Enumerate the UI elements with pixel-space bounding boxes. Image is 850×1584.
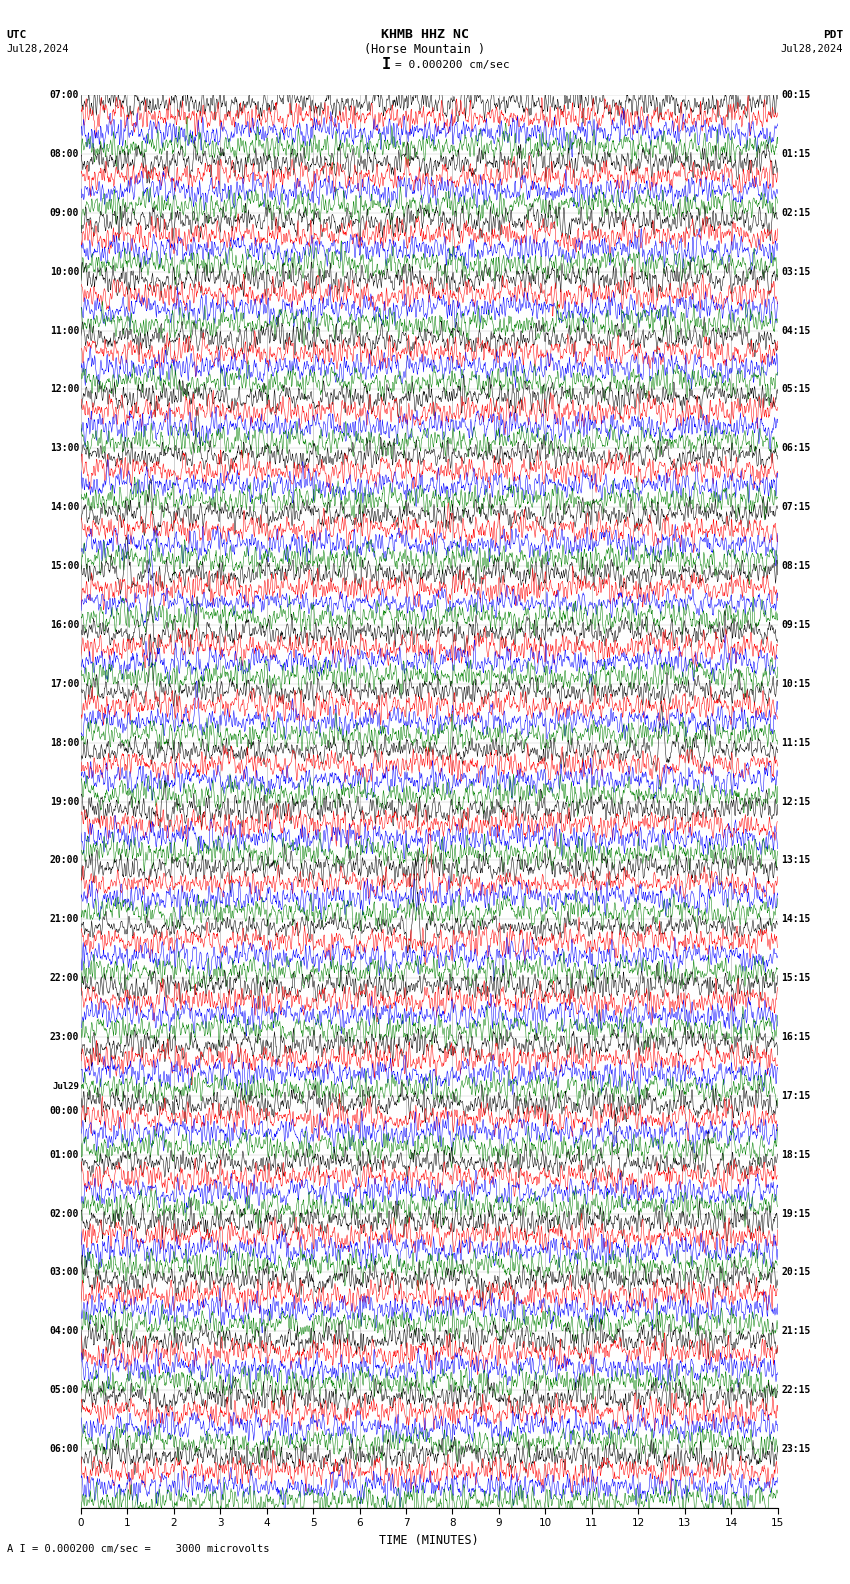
Text: 11:15: 11:15 <box>781 738 811 748</box>
Text: 14:00: 14:00 <box>49 502 79 512</box>
Text: 16:15: 16:15 <box>781 1033 811 1042</box>
Text: 21:00: 21:00 <box>49 914 79 923</box>
Text: = 0.000200 cm/sec: = 0.000200 cm/sec <box>395 60 510 70</box>
Text: 23:15: 23:15 <box>781 1445 811 1454</box>
Text: 19:00: 19:00 <box>49 797 79 806</box>
Text: 20:15: 20:15 <box>781 1267 811 1277</box>
Text: 06:15: 06:15 <box>781 444 811 453</box>
Text: 05:15: 05:15 <box>781 385 811 394</box>
Text: I: I <box>382 57 391 73</box>
Text: UTC: UTC <box>7 30 27 40</box>
Text: 18:00: 18:00 <box>49 738 79 748</box>
Text: 12:00: 12:00 <box>49 385 79 394</box>
Text: 19:15: 19:15 <box>781 1209 811 1218</box>
Text: Jul28,2024: Jul28,2024 <box>7 44 70 54</box>
Text: 01:15: 01:15 <box>781 149 811 158</box>
Text: 00:00: 00:00 <box>49 1106 79 1115</box>
Text: 18:15: 18:15 <box>781 1150 811 1159</box>
Text: 03:15: 03:15 <box>781 266 811 277</box>
Text: 14:15: 14:15 <box>781 914 811 923</box>
Text: 10:00: 10:00 <box>49 266 79 277</box>
Text: KHMB HHZ NC: KHMB HHZ NC <box>381 29 469 41</box>
Text: 15:00: 15:00 <box>49 561 79 570</box>
Text: 00:15: 00:15 <box>781 90 811 100</box>
Text: 06:00: 06:00 <box>49 1445 79 1454</box>
Text: 08:00: 08:00 <box>49 149 79 158</box>
Text: 01:00: 01:00 <box>49 1150 79 1159</box>
Text: 15:15: 15:15 <box>781 973 811 984</box>
Text: 17:00: 17:00 <box>49 680 79 689</box>
Text: 10:15: 10:15 <box>781 680 811 689</box>
Text: 20:00: 20:00 <box>49 855 79 865</box>
Text: 05:00: 05:00 <box>49 1386 79 1396</box>
Text: 21:15: 21:15 <box>781 1326 811 1337</box>
Text: (Horse Mountain ): (Horse Mountain ) <box>365 43 485 55</box>
Text: 22:15: 22:15 <box>781 1386 811 1396</box>
Text: PDT: PDT <box>823 30 843 40</box>
Text: Jul29: Jul29 <box>52 1082 79 1091</box>
Text: 04:15: 04:15 <box>781 326 811 336</box>
Text: 11:00: 11:00 <box>49 326 79 336</box>
X-axis label: TIME (MINUTES): TIME (MINUTES) <box>379 1533 479 1548</box>
Text: 04:00: 04:00 <box>49 1326 79 1337</box>
Text: 02:00: 02:00 <box>49 1209 79 1218</box>
Text: 08:15: 08:15 <box>781 561 811 570</box>
Text: 12:15: 12:15 <box>781 797 811 806</box>
Text: A I = 0.000200 cm/sec =    3000 microvolts: A I = 0.000200 cm/sec = 3000 microvolts <box>7 1544 269 1554</box>
Text: 09:15: 09:15 <box>781 619 811 630</box>
Text: 13:15: 13:15 <box>781 855 811 865</box>
Text: 02:15: 02:15 <box>781 208 811 217</box>
Text: 03:00: 03:00 <box>49 1267 79 1277</box>
Text: 13:00: 13:00 <box>49 444 79 453</box>
Text: 22:00: 22:00 <box>49 973 79 984</box>
Text: 16:00: 16:00 <box>49 619 79 630</box>
Text: 09:00: 09:00 <box>49 208 79 217</box>
Text: 07:15: 07:15 <box>781 502 811 512</box>
Text: 23:00: 23:00 <box>49 1033 79 1042</box>
Text: 17:15: 17:15 <box>781 1091 811 1101</box>
Text: Jul28,2024: Jul28,2024 <box>780 44 843 54</box>
Text: 07:00: 07:00 <box>49 90 79 100</box>
